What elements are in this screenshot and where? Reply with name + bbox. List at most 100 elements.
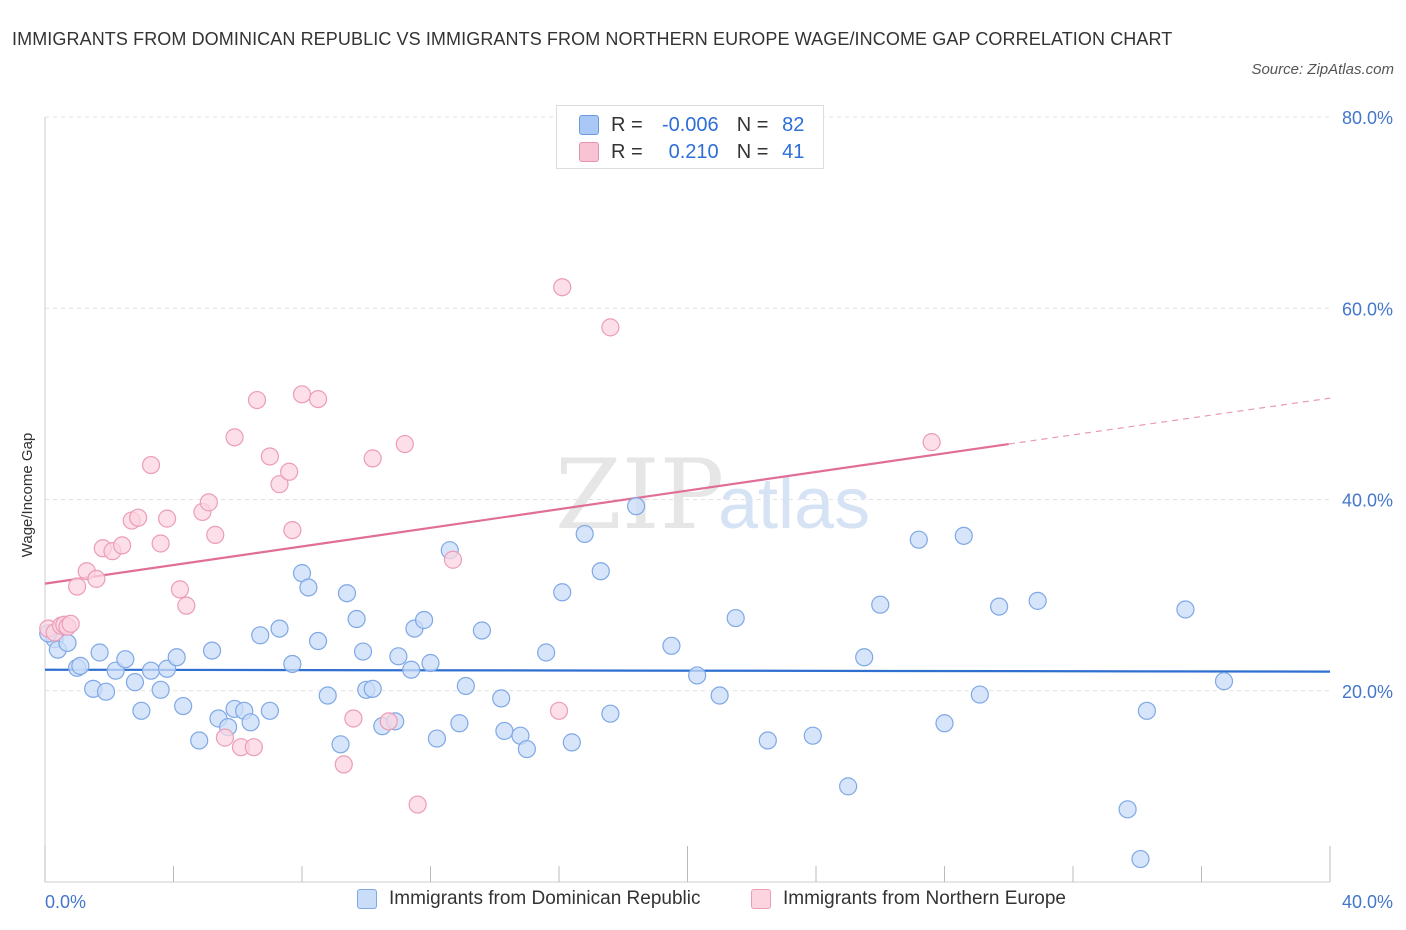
legend-r-value: -0.006 — [661, 113, 719, 136]
data-point-dominican — [96, 682, 116, 701]
data-point-dominican — [190, 731, 209, 750]
trend-line-dominican — [44, 668, 1331, 673]
data-point-dominican — [241, 713, 260, 732]
legend-label: Immigrants from Dominican Republic — [389, 888, 701, 909]
data-point-dominican — [308, 631, 328, 651]
data-point-dominican — [337, 584, 357, 603]
watermark-atlas: atlas — [718, 464, 870, 544]
legend-row-northern-europe: R = 0.210 N = 41 — [579, 139, 804, 165]
legend-item-dominican[interactable]: Immigrants from Dominican Republic — [357, 888, 701, 910]
data-point-dominican — [710, 686, 729, 705]
series-dominican-republic — [39, 497, 1234, 869]
x-ticks — [44, 846, 1331, 882]
data-point-dominican — [202, 641, 222, 660]
data-point-northern-europe — [363, 449, 382, 468]
trend-line-northern-europe — [44, 442, 1009, 585]
data-point-dominican — [363, 679, 382, 698]
data-point-dominican — [1214, 672, 1234, 691]
data-point-northern-europe — [270, 475, 289, 494]
data-point-dominican — [331, 735, 350, 754]
legend-n-label: N = — [736, 113, 769, 136]
data-point-northern-europe — [308, 389, 328, 409]
trend-lines — [44, 397, 1331, 673]
data-point-northern-europe — [225, 428, 244, 447]
data-point-dominican — [260, 701, 279, 720]
data-point-dominican — [839, 777, 858, 796]
data-point-northern-europe — [344, 709, 363, 728]
trend-line-northern-europe-extension — [1008, 397, 1331, 445]
data-point-northern-europe — [553, 278, 572, 297]
data-point-dominican — [758, 731, 777, 750]
data-point-dominican — [726, 608, 745, 628]
legend-swatch-pink — [579, 142, 599, 162]
data-point-dominican — [353, 642, 373, 661]
y-tick-label: 20.0% — [1342, 682, 1393, 702]
legend-r-value: 0.210 — [668, 140, 719, 163]
data-point-dominican — [990, 597, 1009, 616]
data-point-dominican — [492, 689, 511, 708]
data-point-dominican — [472, 621, 491, 640]
data-point-northern-europe — [215, 728, 234, 747]
chart-title: IMMIGRANTS FROM DOMINICAN REPUBLIC VS IM… — [12, 29, 1173, 49]
data-point-dominican — [71, 656, 90, 675]
data-point-northern-europe — [87, 569, 106, 588]
legend-r-label: R = — [611, 140, 643, 163]
y-tick-label: 60.0% — [1342, 299, 1393, 319]
y-tick-label: 40.0% — [1342, 491, 1393, 511]
stats-legend: R = -0.006 N = 82 R = 0.210 N = 41 — [556, 105, 824, 169]
data-point-dominican — [414, 610, 434, 630]
data-point-northern-europe — [334, 755, 353, 774]
data-point-northern-europe — [129, 508, 148, 527]
data-point-dominican — [935, 714, 954, 733]
data-point-northern-europe — [283, 520, 302, 540]
data-point-dominican — [591, 562, 610, 581]
y-tick-labels: 20.0% 40.0% 60.0% 80.0% — [1342, 108, 1393, 702]
data-point-dominican — [495, 721, 514, 741]
data-point-dominican — [626, 497, 646, 516]
data-point-dominican — [575, 524, 594, 544]
data-point-northern-europe — [68, 577, 87, 596]
data-point-northern-europe — [141, 455, 161, 475]
data-point-northern-europe — [292, 385, 312, 404]
data-point-dominican — [553, 583, 572, 602]
legend-swatch-blue — [579, 115, 599, 135]
data-point-northern-europe — [199, 493, 218, 512]
data-point-dominican — [389, 647, 408, 666]
data-point-dominican — [855, 648, 874, 667]
legend-label: Immigrants from Northern Europe — [783, 888, 1066, 909]
data-point-dominican — [270, 619, 289, 638]
data-point-northern-europe — [177, 596, 196, 615]
data-point-dominican — [1131, 849, 1150, 869]
data-point-northern-europe — [112, 536, 132, 555]
data-point-dominican — [1118, 800, 1137, 819]
data-point-dominican — [954, 526, 973, 545]
data-point-northern-europe — [443, 550, 463, 569]
data-point-northern-europe — [280, 462, 299, 481]
data-point-dominican — [562, 733, 581, 752]
data-point-dominican — [450, 714, 469, 733]
data-point-dominican — [662, 636, 681, 655]
data-point-dominican — [347, 609, 366, 629]
data-point-dominican — [421, 653, 440, 673]
data-point-dominican — [283, 654, 302, 674]
legend-swatch-pink — [751, 889, 771, 909]
data-point-northern-europe — [157, 509, 177, 528]
legend-item-northern-europe[interactable]: Immigrants from Northern Europe — [751, 888, 1066, 910]
legend-n-value: 82 — [782, 113, 805, 136]
data-point-dominican — [871, 595, 890, 614]
data-point-dominican — [318, 686, 337, 705]
data-point-dominican — [517, 739, 536, 759]
gridlines — [45, 116, 1330, 692]
data-point-dominican — [688, 666, 707, 685]
legend-n-value: 41 — [782, 140, 805, 163]
data-point-northern-europe — [922, 433, 941, 452]
data-point-dominican — [970, 685, 989, 704]
data-point-dominican — [537, 643, 556, 662]
data-point-northern-europe — [395, 434, 414, 454]
data-point-dominican — [601, 704, 620, 723]
data-point-dominican — [456, 676, 475, 696]
data-point-northern-europe — [244, 738, 263, 757]
data-point-dominican — [116, 650, 135, 669]
data-point-dominican — [427, 729, 447, 748]
data-point-northern-europe — [151, 534, 170, 553]
